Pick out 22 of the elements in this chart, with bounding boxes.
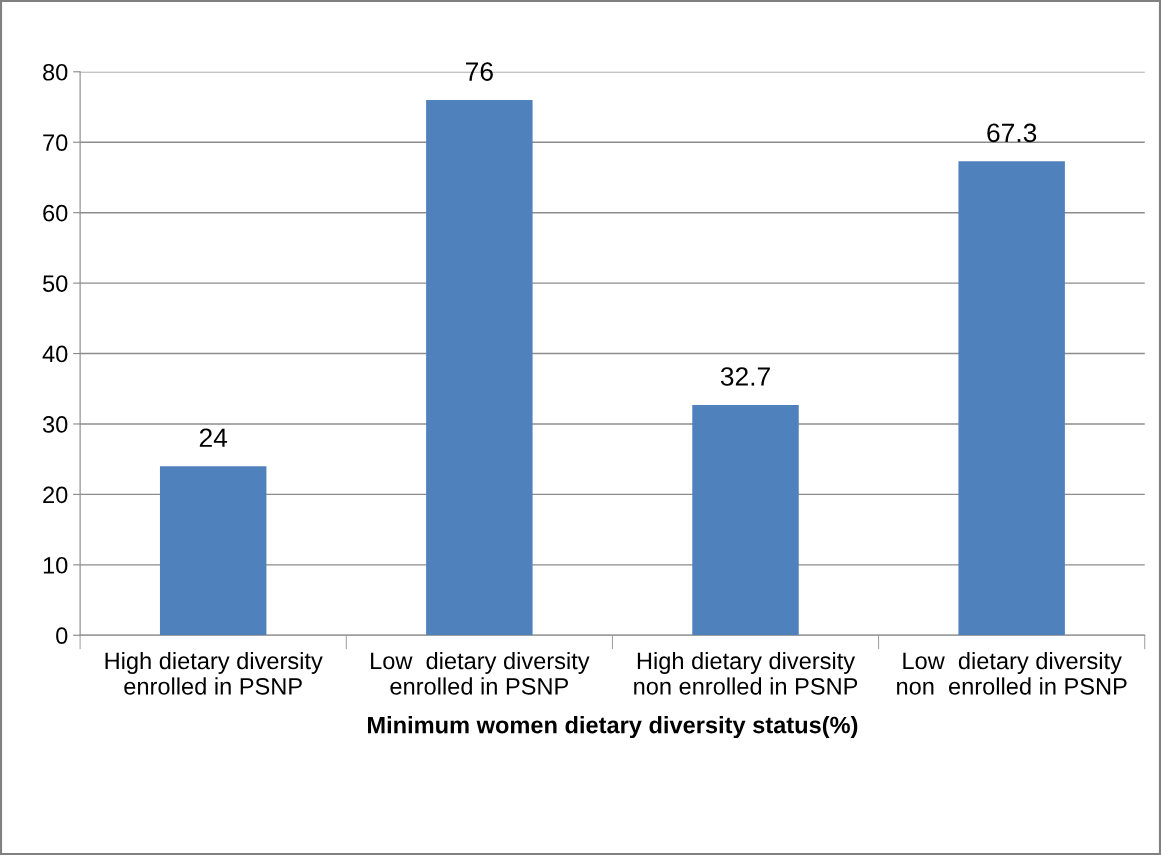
bar: [159, 466, 267, 636]
y-tick-label: 0: [56, 627, 68, 645]
bar: [692, 404, 799, 636]
y-tick-label: 70: [43, 134, 68, 152]
x-tick-label: High dietary diversity non enrolled in PSNP: [634, 651, 858, 695]
y-tick-label: 50: [42, 275, 68, 292]
data-label: 67.3: [987, 123, 1037, 143]
y-tick-label: 80: [43, 63, 68, 81]
data-label: 76: [466, 62, 493, 81]
data-label: 32.7: [720, 367, 770, 386]
bar: [426, 99, 533, 636]
y-tick-label: 60: [43, 204, 68, 222]
x-tick-label: Low dietary diversity non enrolled in PSNP: [897, 651, 1127, 695]
y-tick-label: 30: [42, 416, 68, 433]
y-tick-label: 10: [43, 556, 68, 574]
x-axis-title: Minimum women dietary diversity status(%): [368, 716, 858, 739]
data-label: 24: [199, 428, 228, 447]
y-tick-label: 20: [43, 486, 68, 504]
x-tick-label: Low dietary diversity enrolled in PSNP: [371, 651, 590, 695]
bar: [958, 161, 1065, 636]
x-tick-label: High dietary diversity enrolled in PSNP: [105, 651, 323, 695]
y-tick-label: 40: [42, 345, 68, 363]
